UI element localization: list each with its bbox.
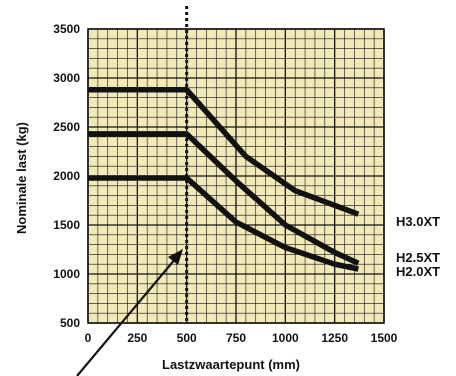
y-tick-label: 2000 <box>53 169 80 183</box>
x-tick-label: 750 <box>226 331 246 345</box>
series-line-h20xt <box>88 175 359 272</box>
series-line-h30xt <box>88 87 360 217</box>
series-label-h25xt: H2.5XT <box>396 250 440 265</box>
y-tick-label: 3000 <box>53 71 80 85</box>
x-tick-label: 1250 <box>321 331 348 345</box>
y-tick-label: 500 <box>60 316 80 330</box>
y-axis-title: Nominale last (kg) <box>14 122 29 234</box>
x-tick-label: 250 <box>127 331 147 345</box>
series-label-h30xt: H3.0XT <box>396 214 440 229</box>
x-tick-label: 500 <box>177 331 197 345</box>
y-tick-label: 2500 <box>53 120 80 134</box>
x-tick-label: 1000 <box>272 331 299 345</box>
annotation-arrow <box>76 249 183 376</box>
series-line-h25xt <box>88 131 360 266</box>
y-tick-label: 1000 <box>53 267 80 281</box>
y-tick-label: 1500 <box>53 218 80 232</box>
x-tick-label: 0 <box>85 331 92 345</box>
tick-labels: 0 250 500 750 1000 1250 1500 500 1000 1500 2000 250… <box>53 22 397 345</box>
y-tick-label: 3500 <box>53 22 80 36</box>
x-tick-label: 1500 <box>371 331 398 345</box>
x-axis-title: Lastzwaartepunt (mm) <box>162 357 300 372</box>
series-label-h20xt: H2.0XT <box>396 264 440 279</box>
